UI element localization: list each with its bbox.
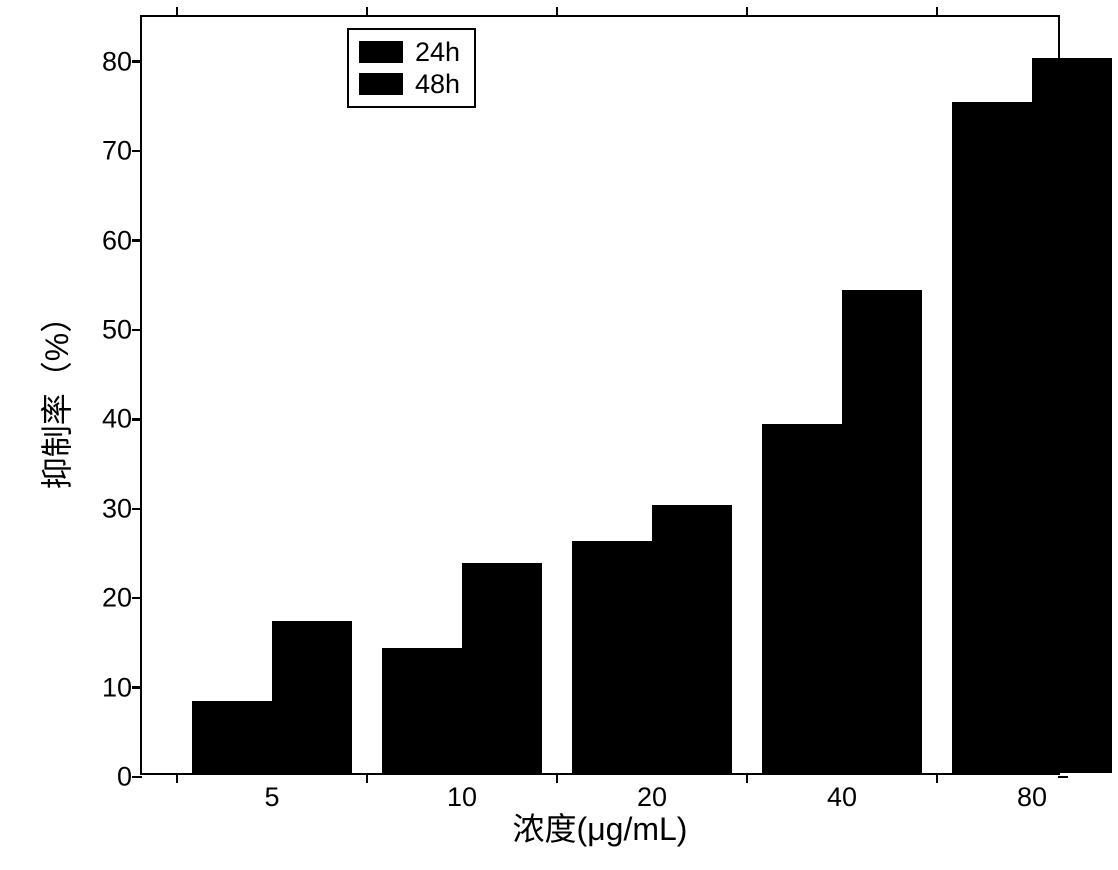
x-tick [556, 773, 559, 783]
x-tick [176, 773, 179, 783]
y-tick [132, 60, 142, 63]
bar-24h-10 [382, 648, 462, 773]
bar-48h-10 [462, 563, 542, 773]
y-tick [132, 329, 142, 332]
chart-container: 24h 48h 01020304050607080510204080 抑制率（%… [140, 15, 1060, 775]
y-tick [1058, 776, 1068, 779]
legend-swatch-icon [359, 73, 403, 95]
legend: 24h 48h [347, 28, 476, 108]
y-tick-label: 30 [87, 493, 132, 524]
legend-item-24h: 24h [359, 36, 460, 68]
y-tick [132, 686, 142, 689]
plot-area: 24h 48h 01020304050607080510204080 [140, 15, 1060, 775]
bar-48h-5 [272, 621, 352, 773]
x-tick-label: 80 [1017, 782, 1047, 813]
y-tick-label: 0 [87, 762, 132, 793]
x-tick-label: 40 [827, 782, 857, 813]
legend-item-48h: 48h [359, 68, 460, 100]
x-tick-label: 5 [264, 782, 279, 813]
x-tick [366, 7, 369, 17]
y-tick-label: 70 [87, 136, 132, 167]
bar-24h-20 [572, 541, 652, 773]
x-tick [176, 7, 179, 17]
bar-24h-40 [762, 424, 842, 773]
y-tick [132, 150, 142, 153]
bar-48h-80 [1032, 58, 1112, 773]
y-tick-label: 50 [87, 314, 132, 345]
bar-48h-20 [652, 505, 732, 773]
legend-swatch-icon [359, 41, 403, 63]
y-tick [132, 239, 142, 242]
legend-label: 24h [415, 37, 460, 68]
y-tick [132, 597, 142, 600]
y-tick [132, 776, 142, 779]
x-tick [936, 7, 939, 17]
x-tick [556, 7, 559, 17]
bar-24h-5 [192, 701, 272, 773]
x-tick-label: 10 [447, 782, 477, 813]
x-tick [746, 7, 749, 17]
y-axis-label: 抑制率（%） [32, 301, 78, 489]
x-tick [936, 773, 939, 783]
x-axis-label: 浓度(μg/mL) [513, 804, 688, 850]
bar-24h-80 [952, 102, 1032, 773]
y-tick-label: 40 [87, 404, 132, 435]
bar-48h-40 [842, 290, 922, 773]
x-tick [746, 773, 749, 783]
y-tick-label: 20 [87, 583, 132, 614]
y-tick-label: 80 [87, 46, 132, 77]
x-tick [366, 773, 369, 783]
y-tick [132, 508, 142, 511]
y-tick-label: 10 [87, 672, 132, 703]
y-tick-label: 60 [87, 225, 132, 256]
legend-label: 48h [415, 69, 460, 100]
y-tick [132, 418, 142, 421]
